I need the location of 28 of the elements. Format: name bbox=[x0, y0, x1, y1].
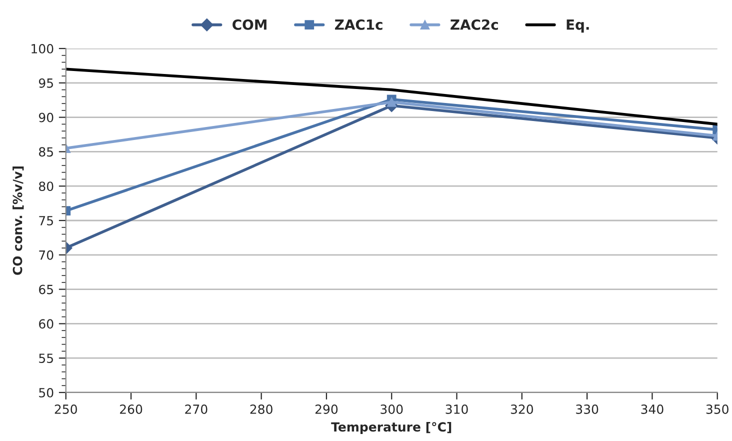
y-tick-label: 75 bbox=[39, 216, 53, 226]
y-tick-label: 85 bbox=[39, 147, 53, 157]
legend-label: COM bbox=[232, 19, 266, 30]
legend-label: ZAC2c bbox=[450, 19, 498, 30]
y-tick-label: 55 bbox=[39, 354, 53, 364]
y-tick-label: 70 bbox=[39, 250, 54, 260]
y-tick-label: 80 bbox=[39, 182, 54, 192]
y-tick-label: 95 bbox=[38, 78, 53, 88]
x-tick-label: 340 bbox=[641, 404, 664, 414]
x-tick-label: 250 bbox=[54, 404, 77, 414]
x-tick-label: 300 bbox=[380, 404, 403, 414]
x-tick-label: 290 bbox=[315, 404, 338, 414]
x-tick-label: 260 bbox=[120, 404, 142, 414]
x-tick-label: 280 bbox=[250, 404, 272, 414]
x-axis-title: Temperature [°C] bbox=[331, 422, 452, 434]
y-tick-label: 90 bbox=[38, 112, 54, 122]
legend-label: ZAC1c bbox=[335, 19, 382, 30]
y-tick-label: 65 bbox=[39, 284, 53, 294]
y-tick-label: 50 bbox=[39, 388, 54, 398]
x-tick-label: 270 bbox=[185, 404, 208, 414]
y-tick-label: 60 bbox=[39, 319, 54, 329]
x-tick-label: 310 bbox=[446, 404, 468, 414]
x-tick-label: 330 bbox=[576, 404, 598, 414]
legend-label: Eq. bbox=[566, 20, 589, 33]
y-tick-label: 100 bbox=[32, 44, 54, 54]
x-tick-label: 320 bbox=[510, 404, 534, 414]
y-axis-title: CO conv. [%v/v] bbox=[12, 166, 24, 275]
x-tick-label: 350 bbox=[706, 404, 728, 414]
